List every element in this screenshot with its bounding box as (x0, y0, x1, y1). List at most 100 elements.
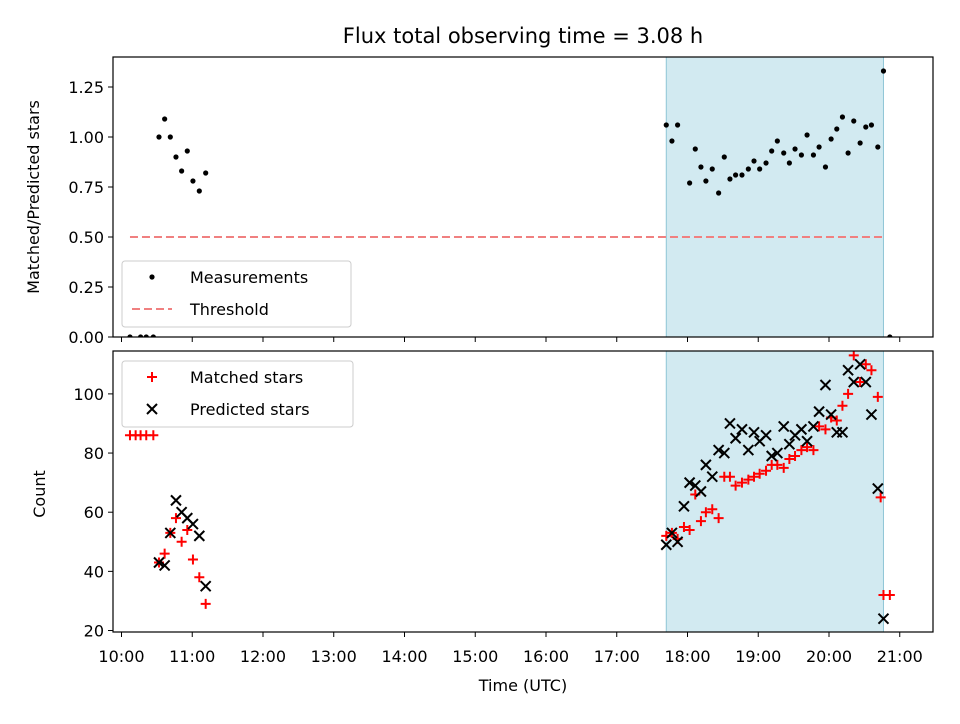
data-point (802, 442, 813, 453)
shaded-span (665, 56, 884, 338)
y-tick-label: 1.00 (68, 128, 104, 147)
data-point (855, 377, 866, 388)
data-point (727, 176, 733, 182)
data-point (860, 376, 872, 388)
data-point (807, 420, 820, 433)
data-point (718, 447, 730, 459)
legend-box (121, 260, 352, 328)
series-measurements (127, 68, 893, 337)
data-point (674, 122, 681, 128)
data-point (778, 462, 789, 473)
data-point (143, 334, 149, 337)
data-point (730, 480, 741, 491)
plot-layer: 0.00 0.25 0.50 0.75 1.00 1.25 Measurements Thre… (68, 56, 934, 666)
data-point (798, 152, 805, 158)
x-tick-label: 13:00 (311, 647, 357, 666)
y-tick-label: 1.25 (68, 78, 104, 97)
data-point (822, 164, 829, 170)
data-point (748, 426, 760, 439)
data-point (666, 527, 678, 539)
x-tick-label: 15:00 (452, 647, 498, 666)
data-point (712, 444, 725, 456)
legend-label: Threshold (189, 300, 269, 319)
data-point (203, 170, 209, 176)
data-point (159, 548, 170, 559)
panel-2: 20 40 60 80 100 10:00 11:00 12:00 13:00 14:00 15:0… (73, 350, 934, 666)
data-point (796, 445, 807, 456)
data-point (808, 445, 819, 456)
data-point (865, 408, 878, 421)
legend-box (121, 360, 354, 428)
x-axis-label: Time (UTC) (478, 676, 567, 695)
data-point (736, 477, 747, 488)
panel-1: 0.00 0.25 0.50 0.75 1.00 1.25 Measurements Thre… (68, 56, 934, 347)
data-point (790, 451, 801, 462)
data-point (716, 190, 722, 196)
data-point (839, 114, 846, 120)
data-point (781, 150, 787, 156)
data-point (199, 580, 212, 592)
data-point (801, 435, 813, 447)
data-point (187, 518, 199, 530)
data-point (778, 420, 790, 433)
data-point (804, 132, 810, 138)
data-point (663, 122, 669, 128)
data-point (772, 459, 783, 470)
data-point (669, 138, 675, 144)
x-tick-label: 11:00 (169, 647, 215, 666)
data-point (819, 379, 832, 391)
data-point (683, 476, 696, 489)
x-tick-label: 20:00 (806, 647, 852, 666)
data-point (187, 554, 198, 565)
data-point (774, 138, 780, 144)
data-point (875, 492, 886, 503)
y-tick-label: 0.25 (68, 278, 104, 297)
data-point (860, 359, 871, 370)
y-tick-label: 100 (73, 385, 104, 404)
data-point (761, 465, 772, 476)
data-point (695, 485, 707, 498)
data-point (828, 136, 834, 142)
data-point (814, 421, 825, 432)
data-point (153, 556, 165, 569)
data-point (700, 507, 711, 518)
x-tick-label: 16:00 (523, 647, 569, 666)
data-point (792, 146, 798, 152)
legend-label: Predicted stars (190, 400, 310, 419)
data-point (148, 430, 159, 441)
data-point (816, 144, 822, 150)
data-point (757, 166, 763, 172)
data-point (150, 334, 156, 337)
data-point (831, 415, 842, 426)
x-tick-label: 18:00 (664, 647, 710, 666)
plot-frame (112, 350, 934, 633)
data-point (875, 144, 881, 150)
legend-label: Measurements (190, 268, 308, 287)
data-point (678, 521, 689, 532)
data-point (771, 447, 784, 459)
data-point (724, 471, 735, 482)
data-point (729, 432, 742, 444)
x-tick-label: 14:00 (381, 647, 427, 666)
legend-label: Matched stars (190, 368, 303, 387)
data-point (842, 364, 854, 376)
data-point (671, 536, 684, 548)
data-point (795, 423, 808, 436)
data-point (813, 405, 825, 418)
data-point (880, 68, 887, 74)
series-layer (124, 351, 895, 625)
data-point (724, 417, 736, 430)
legend: Matched stars Predicted stars (121, 360, 354, 428)
x-tick-label: 10:00 (98, 647, 144, 666)
data-point (684, 524, 695, 535)
data-point (765, 450, 778, 462)
data-point (783, 438, 796, 450)
data-point (825, 408, 837, 421)
y-tick-label: 0.00 (68, 328, 104, 347)
data-point (706, 471, 718, 483)
data-point (877, 612, 890, 625)
x-tick-label: 17:00 (594, 647, 640, 666)
data-point (763, 160, 769, 166)
